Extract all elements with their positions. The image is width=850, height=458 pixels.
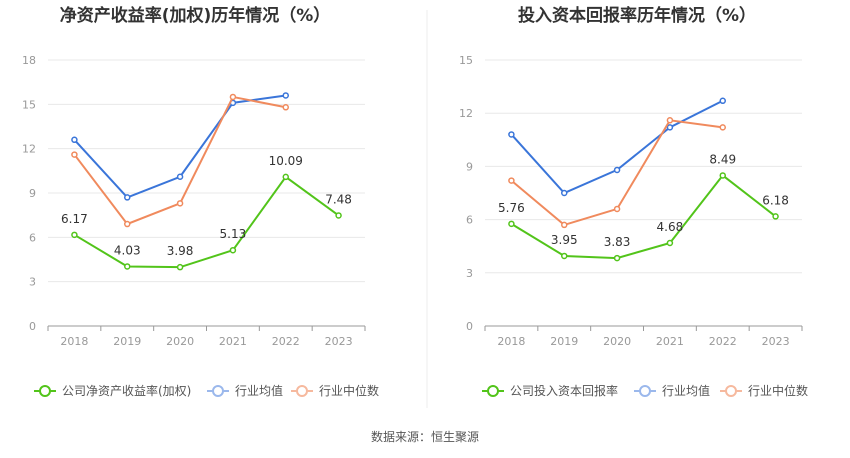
series-line [510,99,724,195]
data-point[interactable] [335,212,342,219]
data-label: 3.83 [604,235,631,249]
legend-item[interactable]: 行业均值 [207,383,283,398]
roe-chart: 净资产收益率(加权)历年情况（%） 0 3 6 9 12 15 18 2018 2019 2020 2… [22,5,379,398]
data-point[interactable] [613,254,621,262]
series-line [73,175,340,269]
data-label: 6.18 [762,193,789,207]
legend-label: 行业均值 [662,383,710,398]
y-tick-label: 3 [29,276,36,289]
legend-label: 公司投入资本回报率 [510,383,618,398]
data-label: 6.17 [61,212,88,226]
data-point[interactable] [176,173,184,180]
data-point[interactable] [719,124,726,131]
data-label: 8.49 [709,152,736,166]
data-point[interactable] [124,263,131,270]
data-source-label: 数据来源： [370,430,431,444]
data-point[interactable] [508,131,515,138]
data-label: 3.95 [551,233,578,247]
legend-marker [639,385,651,397]
data-point[interactable] [666,239,674,247]
y-tick-label: 9 [466,160,473,173]
x-tick-label: 2018 [60,335,88,348]
y-tick-label: 6 [466,214,473,227]
y-tick-label: 12 [22,143,36,156]
data-point[interactable] [71,231,78,239]
data-label: 4.68 [657,220,684,234]
legend-item[interactable]: 行业中位数 [720,383,808,398]
x-tick-label: 2022 [709,335,737,348]
data-point[interactable] [71,151,78,158]
data-point[interactable] [666,117,674,124]
x-tick-label: 2020 [166,335,194,348]
legend-label: 公司净资产收益率(加权) [62,383,191,398]
chart-title: 投入资本回报率历年情况（%） [518,5,756,26]
y-tick-label: 9 [29,187,36,200]
data-source-value: 恒生聚源 [431,430,480,444]
legend-label: 行业均值 [235,383,283,398]
data-source: 数据来源：恒生聚源 [0,428,850,445]
x-tick-label: 2023 [762,335,790,348]
data-point[interactable] [124,194,131,201]
data-label: 7.48 [325,192,352,206]
data-point[interactable] [561,252,568,260]
data-label: 4.03 [114,243,141,257]
data-point[interactable] [229,246,237,254]
data-label: 3.98 [167,244,194,258]
data-point[interactable] [124,220,131,228]
legend-marker [296,385,308,397]
legend-marker [725,385,737,397]
data-point[interactable] [561,189,568,197]
data-point[interactable] [508,220,515,228]
chart-title: 净资产收益率(加权)历年情况（%） [60,5,331,26]
data-label: 5.76 [498,201,525,215]
legend-item[interactable]: 公司投入资本回报率 [482,383,618,398]
y-tick-label: 12 [459,107,473,120]
data-point[interactable] [229,93,237,101]
data-point[interactable] [613,166,621,174]
y-tick-label: 15 [459,54,473,67]
x-tick-label: 2019 [113,335,141,348]
data-point[interactable] [561,221,568,229]
data-point[interactable] [666,124,674,131]
x-tick-label: 2021 [656,335,684,348]
legend-item[interactable]: 行业中位数 [291,383,379,398]
legend-label: 行业中位数 [748,383,808,398]
legend-item[interactable]: 行业均值 [634,383,710,398]
legend-marker [39,385,51,397]
x-tick-label: 2019 [550,335,578,348]
legend-marker [212,385,224,397]
data-label: 5.13 [220,227,247,241]
y-tick-label: 0 [29,320,36,333]
x-tick-label: 2023 [325,335,353,348]
data-label: 10.09 [269,154,303,168]
y-tick-label: 6 [29,231,36,244]
x-tick-label: 2020 [603,335,631,348]
x-tick-label: 2022 [272,335,300,348]
data-point[interactable] [71,136,78,144]
data-point[interactable] [282,104,289,111]
data-point[interactable] [772,213,779,220]
data-point[interactable] [508,177,515,184]
y-tick-label: 0 [466,320,473,333]
data-point[interactable] [176,263,184,271]
legend-item[interactable]: 公司净资产收益率(加权) [34,383,191,398]
roic-chart: 投入资本回报率历年情况（%） 0 3 6 9 12 15 2018 2019 2020 2021 20… [459,5,808,398]
legend-marker [487,385,499,397]
legend-label: 行业中位数 [319,383,379,398]
y-tick-label: 15 [22,98,36,111]
x-tick-label: 2021 [219,335,247,348]
data-point[interactable] [719,172,726,179]
x-tick-label: 2018 [497,335,525,348]
y-tick-label: 18 [22,54,36,67]
y-tick-label: 3 [466,267,473,280]
data-point[interactable] [282,173,289,181]
series-line [510,174,777,260]
data-point[interactable] [176,200,184,207]
data-point[interactable] [613,205,621,213]
data-point[interactable] [282,92,289,99]
series-line [73,94,286,199]
data-point[interactable] [719,97,726,105]
